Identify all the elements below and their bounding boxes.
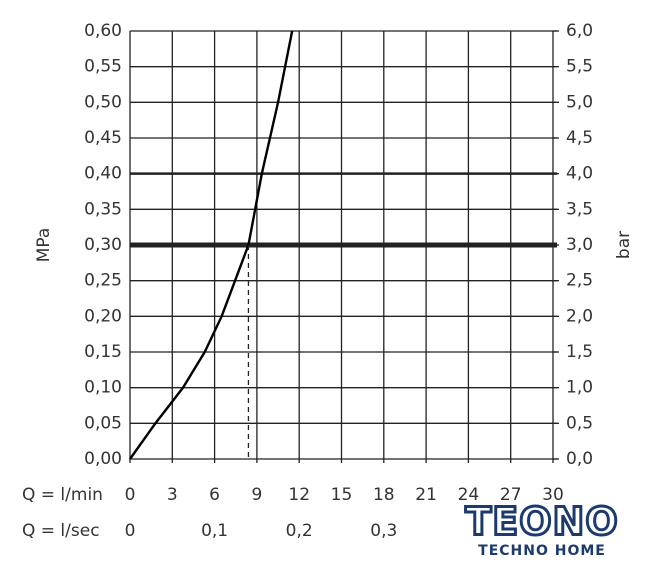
x-tick-label: 6 <box>209 485 220 505</box>
y-tick-label: 0,25 <box>84 271 122 291</box>
y2-tick-label: 3,5 <box>566 199 593 219</box>
y2-tick-label: 4,5 <box>566 128 593 148</box>
data-line <box>129 30 294 460</box>
y2-tick-label: 2,0 <box>566 306 593 326</box>
y-axis-label: MPa <box>34 228 54 263</box>
x-axis-label: Q = l/min <box>22 485 103 505</box>
y-tick-label: 0,50 <box>84 92 122 112</box>
y2-tick-label: 5,5 <box>566 57 593 77</box>
y-tick-label: 0,05 <box>84 413 122 433</box>
y2-tick-label: 6,0 <box>566 21 593 41</box>
x2-axis-label: Q = l/sec <box>22 521 100 541</box>
y-tick-label: 0,40 <box>84 164 122 184</box>
x-tick-label: 9 <box>251 485 262 505</box>
x-tick-label: 27 <box>500 485 522 505</box>
y2-axis-label: bar <box>614 231 634 259</box>
y-tick-label: 0,55 <box>84 57 122 77</box>
y-tick-label: 0,00 <box>84 449 122 469</box>
y2-tick-label: 5,0 <box>566 92 593 112</box>
y2-tick-label: 3,0 <box>566 235 593 255</box>
y-tick-label: 0,45 <box>84 128 122 148</box>
x2-tick-label: 0 <box>125 521 136 541</box>
y2-tick-label: 0,0 <box>566 449 593 469</box>
y2-tick-label: 1,0 <box>566 378 593 398</box>
y-tick-label: 0,60 <box>84 21 122 41</box>
y2-tick-label: 1,5 <box>566 342 593 362</box>
x-tick-label: 24 <box>458 485 480 505</box>
y-tick-label: 0,15 <box>84 342 122 362</box>
y-tick-label: 0,30 <box>84 235 122 255</box>
logo: TEONO TECHNO HOME <box>464 498 619 559</box>
x-tick-label: 21 <box>415 485 437 505</box>
logo-text: TEONO <box>465 500 618 544</box>
x2-tick-label: 0,3 <box>370 521 397 541</box>
y2-tick-label: 2,5 <box>566 271 593 291</box>
x-tick-label: 12 <box>288 485 310 505</box>
y-tick-label: 0,35 <box>84 199 122 219</box>
y2-tick-label: 0,5 <box>566 413 593 433</box>
y-tick-label: 0,20 <box>84 306 122 326</box>
x-tick-label: 30 <box>542 485 564 505</box>
y2-tick-label: 4,0 <box>566 164 593 184</box>
y-tick-label: 0,10 <box>84 378 122 398</box>
x-tick-label: 15 <box>331 485 353 505</box>
x-tick-label: 18 <box>373 485 395 505</box>
x2-tick-label: 0,2 <box>286 521 313 541</box>
x2-tick-label: 0,1 <box>201 521 228 541</box>
x-tick-label: 0 <box>125 485 136 505</box>
logo-subtitle: TECHNO HOME <box>478 543 606 559</box>
x-tick-label: 3 <box>167 485 178 505</box>
